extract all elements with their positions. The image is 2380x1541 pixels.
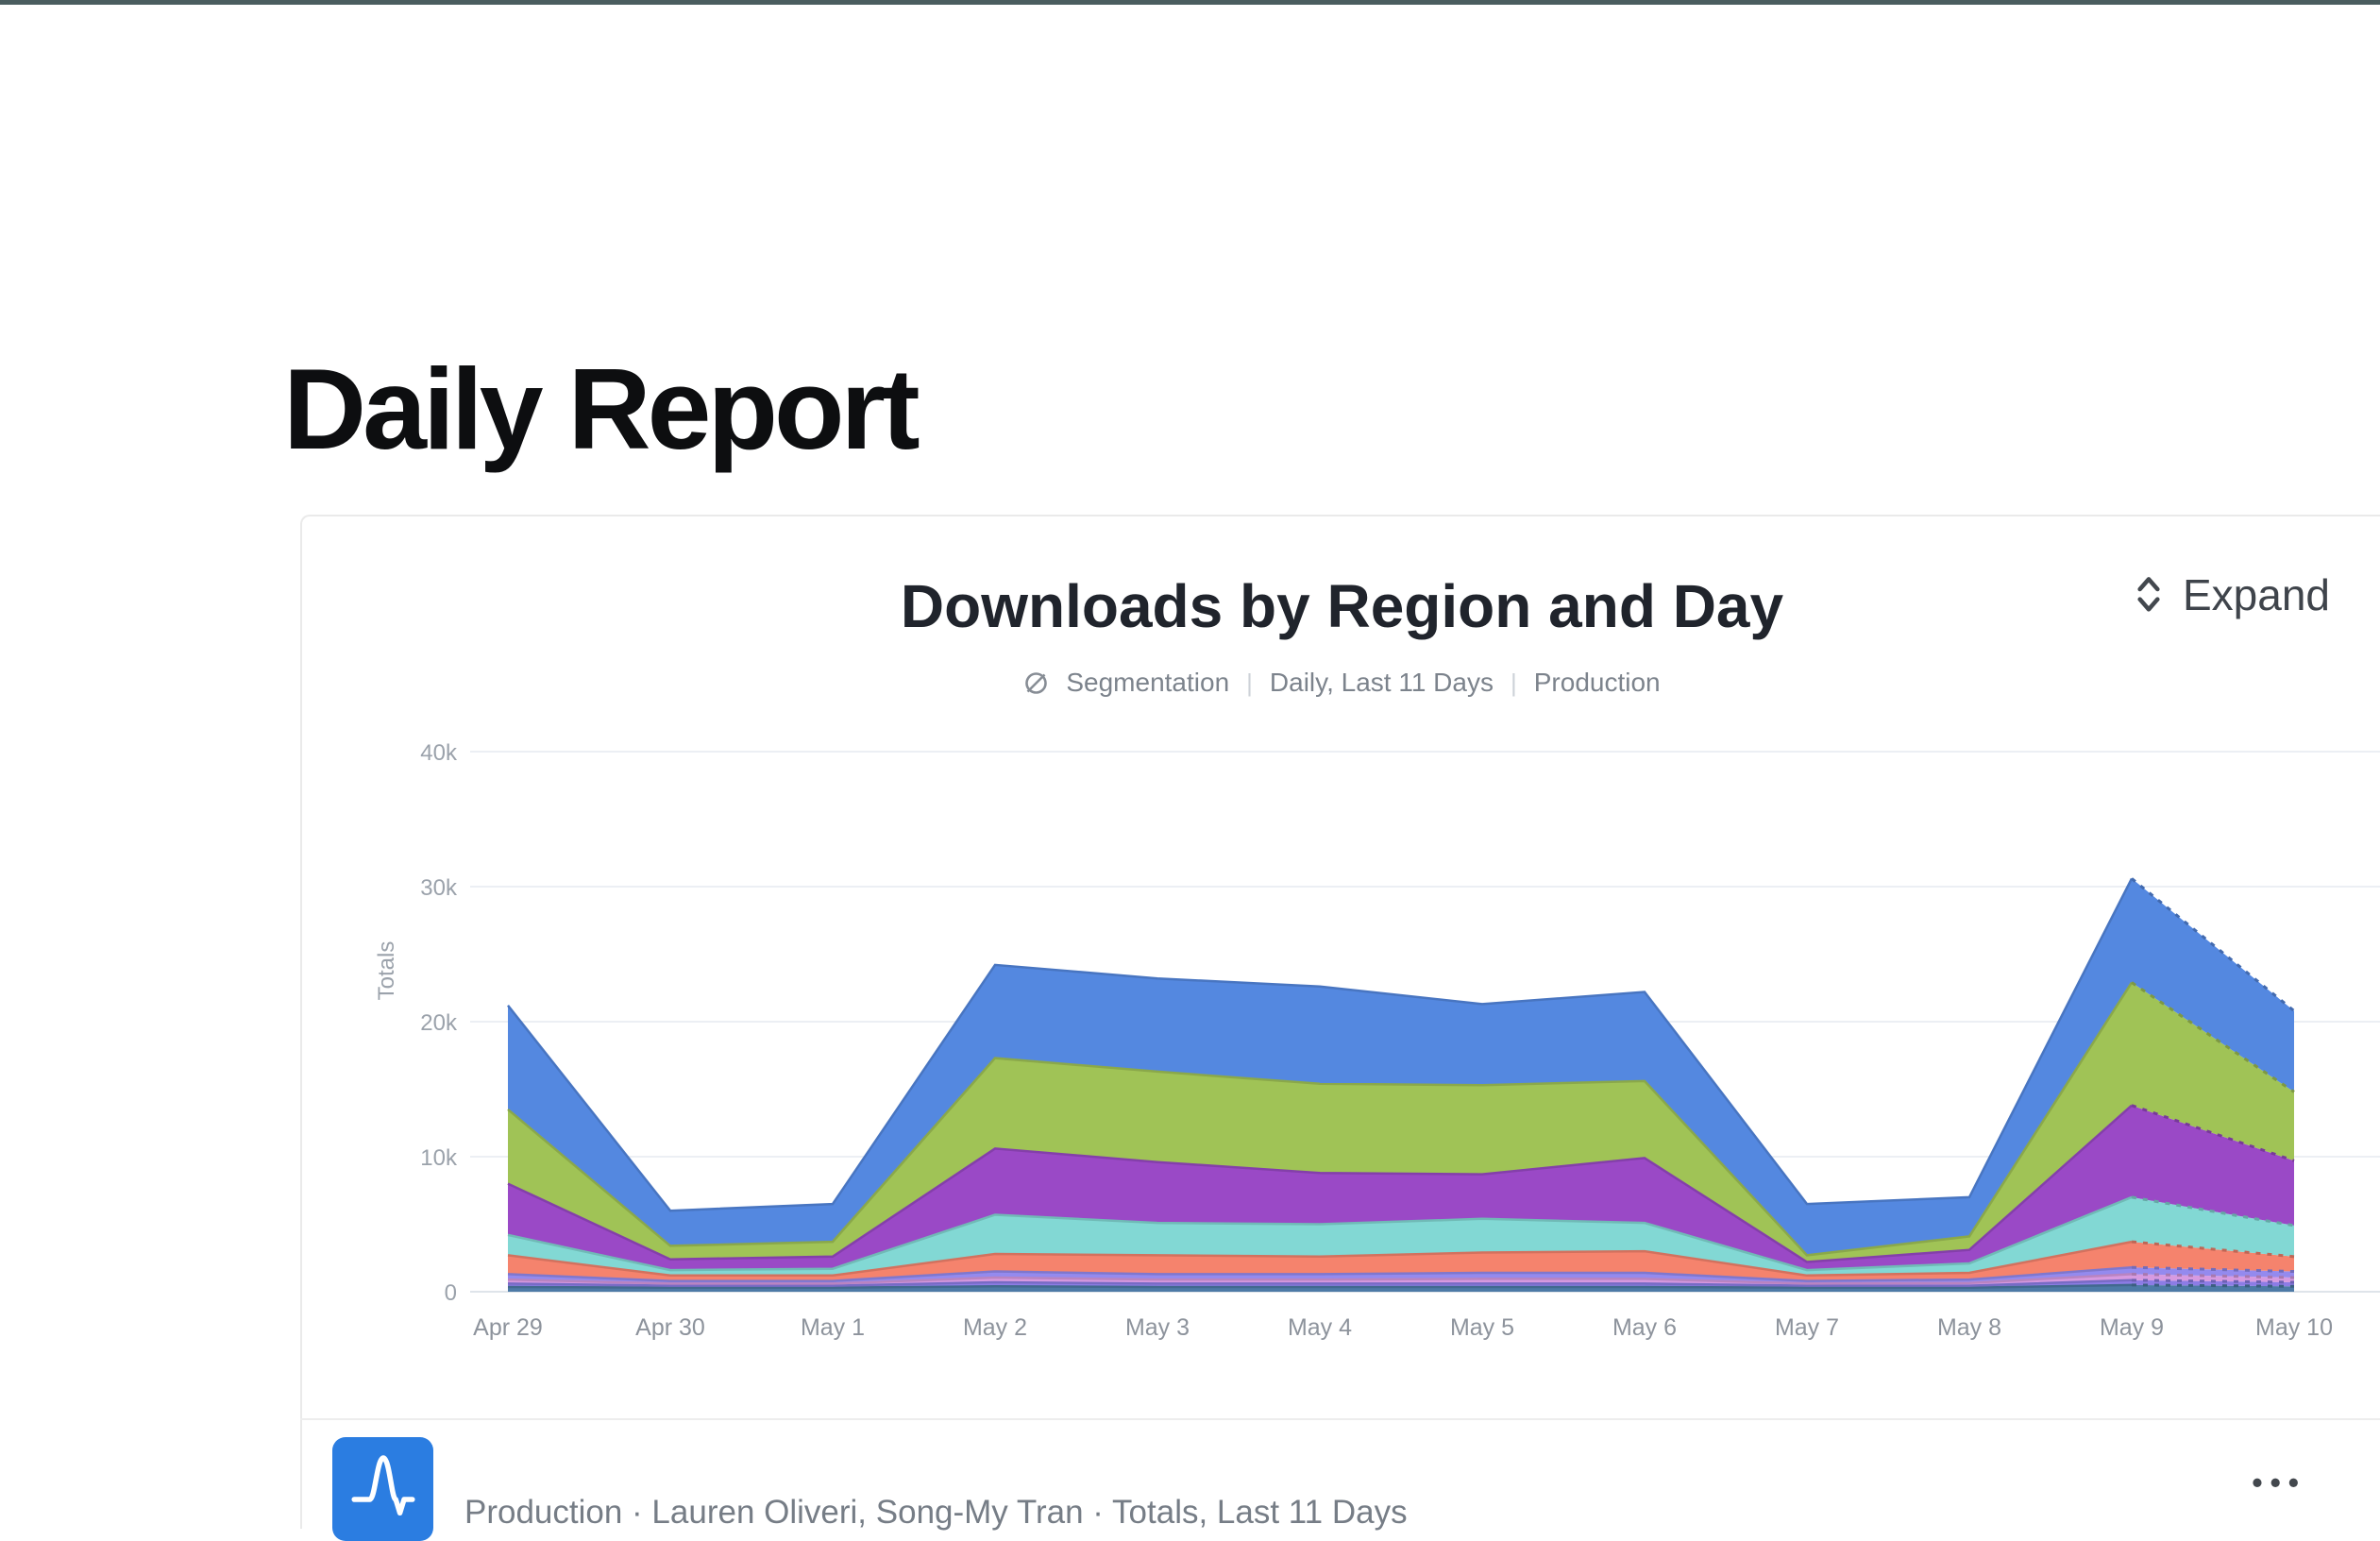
x-tick-label: May 1 (801, 1314, 865, 1341)
page-title: Daily Report (283, 344, 920, 473)
subtitle-separator: | (1510, 668, 1517, 697)
chart-subtitle: Segmentation | Daily, Last 11 Days | Pro… (302, 668, 2380, 698)
expand-vertical-icon (2130, 574, 2168, 616)
chart-title: Downloads by Region and Day (900, 572, 1784, 640)
environment-label: Production (1533, 668, 1661, 697)
x-tick-label: May 3 (1125, 1314, 1190, 1341)
y-tick-label: 20k (420, 1010, 458, 1036)
x-tick-label: Apr 29 (473, 1314, 543, 1341)
x-tick-label: Apr 30 (635, 1314, 705, 1341)
series-line-dashed-periwinkle (2131, 1265, 2295, 1274)
series-area-salmon (508, 1242, 2294, 1281)
date-range-label: Daily, Last 11 Days (1269, 668, 1494, 697)
x-tick-label: May 2 (963, 1314, 1027, 1341)
series-line-periwinkle (507, 1266, 2133, 1282)
series-line-dashed-teal (2131, 1195, 2295, 1228)
source-line: Production · Lauren Oliveri, Song-My Tra… (464, 1494, 1408, 1531)
series-line-blue (507, 877, 2134, 1212)
series-line-purple (507, 1104, 2133, 1263)
series-line-dashed-orchid-pink (2131, 1272, 2295, 1279)
chart-source-row[interactable]: Production · Lauren Oliveri, Song-My Tra… (300, 1418, 2380, 1541)
series-line-steel-blue (507, 1283, 2133, 1289)
top-accent-bar (0, 0, 2380, 5)
y-axis-title: Totals (374, 940, 399, 1001)
series-line-violet (507, 1279, 2133, 1287)
series-line-dashed-green (2131, 981, 2295, 1093)
expand-button[interactable]: Expand (2130, 569, 2330, 620)
x-tick-label: May 7 (1775, 1314, 1839, 1341)
x-tick-label: May 10 (2255, 1314, 2333, 1341)
series-line-teal (507, 1195, 2133, 1272)
y-tick-label: 30k (420, 875, 458, 901)
series-area-green (508, 982, 2294, 1262)
series-line-green (507, 981, 2134, 1257)
x-tick-label: May 5 (1450, 1314, 1514, 1341)
series-line-dashed-salmon (2131, 1240, 2295, 1259)
y-tick-label: 0 (445, 1280, 457, 1306)
series-line-dashed-steel-blue (2131, 1283, 2295, 1288)
series-line-dashed-violet (2131, 1279, 2295, 1284)
x-tick-label: May 8 (1937, 1314, 2001, 1341)
y-tick-label: 40k (420, 740, 458, 766)
series-area-purple (508, 1105, 2294, 1271)
chart-svg[interactable]: 0 10k 20k 30k 40k Apr 29 Apr 30 May 1 May 2 May 3… (359, 723, 2380, 1375)
series-line-salmon (507, 1240, 2133, 1278)
x-tick-label: May 6 (1612, 1314, 1677, 1341)
series-line-orchid-pink (507, 1273, 2133, 1285)
y-tick-label: 10k (420, 1145, 458, 1171)
x-tick-label: May 9 (2100, 1314, 2164, 1341)
expand-label: Expand (2183, 570, 2331, 619)
card-divider (300, 1418, 2380, 1420)
chart-type-label: Segmentation (1066, 668, 1230, 697)
x-tick-label: May 4 (1288, 1314, 1352, 1341)
series-area-blue (508, 878, 2294, 1256)
series-area-periwinkle (508, 1267, 2294, 1284)
amplitude-logo-icon (332, 1437, 433, 1541)
series-line-dashed-blue (2131, 877, 2295, 1012)
segmentation-icon (1023, 670, 1049, 696)
subtitle-separator: | (1246, 668, 1253, 697)
series-area-teal (508, 1196, 2294, 1276)
more-menu-button[interactable]: ••• (2252, 1465, 2306, 1499)
